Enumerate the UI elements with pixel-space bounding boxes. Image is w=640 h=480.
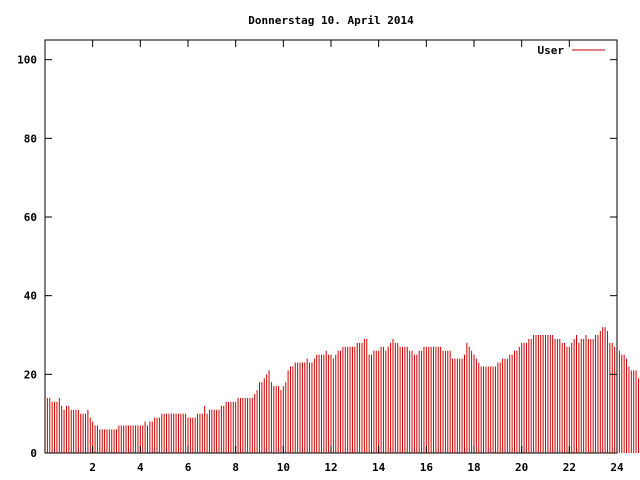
y-axis: 0 20 40 60 80 100: [17, 54, 617, 460]
x-tick-label: 6: [185, 461, 192, 474]
x-tick-label: 16: [420, 461, 434, 474]
y-tick-label: 0: [30, 447, 37, 460]
x-tick-label: 14: [372, 461, 386, 474]
y-tick-label: 80: [24, 132, 37, 145]
x-tick-label: 8: [232, 461, 239, 474]
x-tick-label: 4: [137, 461, 144, 474]
x-tick-label: 12: [324, 461, 337, 474]
x-tick-label: 2: [89, 461, 96, 474]
chart-title: Donnerstag 10. April 2014: [248, 14, 414, 27]
bars-group: [44, 327, 639, 453]
x-tick-label: 22: [563, 461, 576, 474]
y-tick-label: 100: [17, 54, 37, 67]
x-tick-label: 20: [515, 461, 528, 474]
x-tick-label: 18: [467, 461, 480, 474]
y-tick-label: 40: [24, 290, 37, 303]
x-axis: 2 4 6 8 10 12 14 16 18 20 22 24: [89, 40, 624, 474]
y-tick-label: 60: [24, 211, 37, 224]
legend-label-user: User: [538, 44, 565, 57]
legend: User: [538, 44, 605, 57]
y-tick-label: 20: [24, 368, 37, 381]
x-tick-label: 24: [610, 461, 624, 474]
x-tick-label: 10: [277, 461, 290, 474]
